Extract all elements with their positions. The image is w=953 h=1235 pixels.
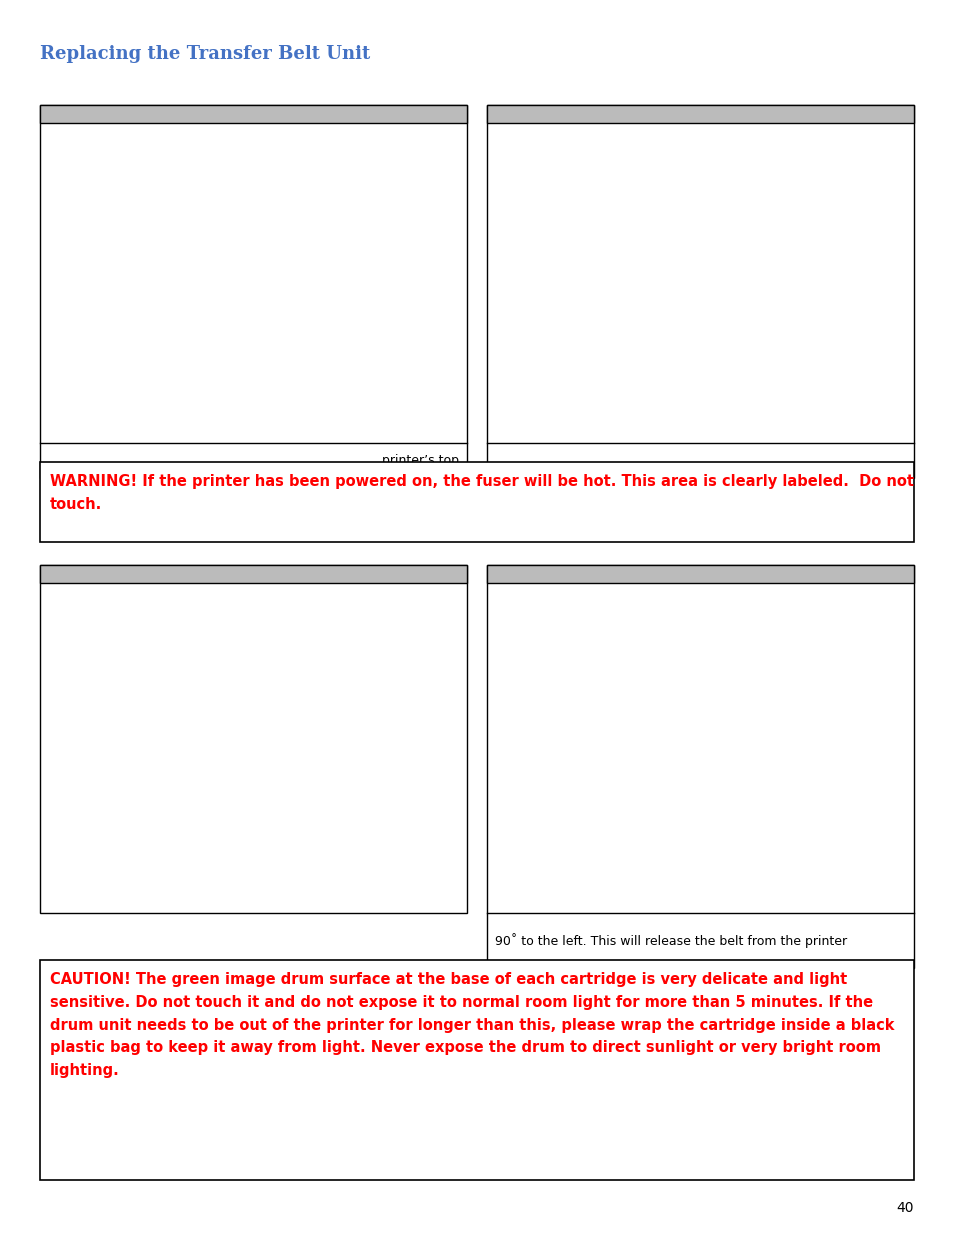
Text: Replacing the Transfer Belt Unit: Replacing the Transfer Belt Unit bbox=[40, 44, 370, 63]
Bar bbox=[40, 462, 913, 542]
Bar bbox=[486, 564, 913, 968]
Text: 40: 40 bbox=[896, 1200, 913, 1215]
Bar bbox=[486, 105, 913, 478]
Bar bbox=[40, 105, 467, 124]
Text: CAUTION! The green image drum surface at the base of each cartridge is very deli: CAUTION! The green image drum surface at… bbox=[50, 972, 894, 1078]
Bar bbox=[40, 564, 467, 913]
Bar bbox=[40, 960, 913, 1179]
Text: printer’s top: printer’s top bbox=[381, 454, 458, 467]
Bar bbox=[486, 105, 913, 124]
Bar bbox=[40, 564, 467, 583]
Bar bbox=[486, 564, 913, 583]
Bar bbox=[40, 105, 467, 478]
Text: 90˚ to the left. This will release the belt from the printer: 90˚ to the left. This will release the b… bbox=[495, 932, 846, 948]
Text: WARNING! If the printer has been powered on, the fuser will be hot. This area is: WARNING! If the printer has been powered… bbox=[50, 474, 913, 513]
